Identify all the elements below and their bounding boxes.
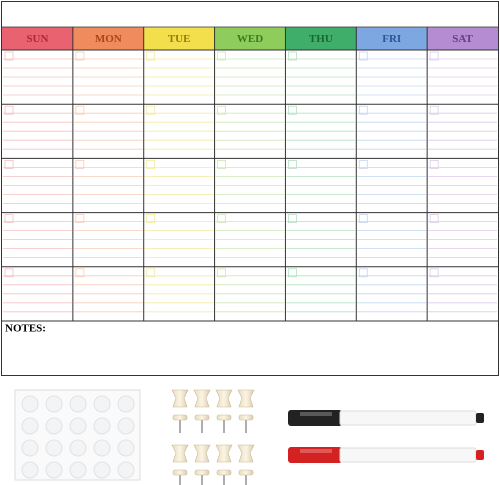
date-box bbox=[146, 214, 156, 224]
date-box bbox=[429, 159, 439, 169]
pushpin bbox=[237, 444, 255, 463]
pin-cap bbox=[238, 469, 254, 476]
date-box bbox=[4, 51, 14, 61]
date-box bbox=[4, 214, 14, 224]
date-box bbox=[217, 105, 226, 115]
day-label: MON bbox=[95, 33, 122, 45]
pushpin bbox=[171, 389, 189, 408]
date-box bbox=[288, 268, 297, 278]
sticky-dot bbox=[21, 439, 39, 457]
marker-band bbox=[300, 412, 332, 416]
pin-cap bbox=[172, 469, 188, 476]
date-box bbox=[429, 268, 439, 278]
day-label: SAT bbox=[452, 33, 473, 45]
date-box bbox=[75, 51, 85, 61]
pin-cap bbox=[238, 414, 254, 421]
sticky-dot bbox=[69, 417, 87, 435]
date-box bbox=[4, 268, 14, 278]
sticky-dot bbox=[117, 461, 135, 479]
date-box bbox=[288, 214, 297, 224]
date-box bbox=[146, 51, 156, 61]
sticky-dot bbox=[93, 439, 111, 457]
day-label: WED bbox=[237, 33, 263, 45]
sticky-dot bbox=[93, 417, 111, 435]
date-box bbox=[288, 159, 297, 169]
sticky-dot bbox=[45, 417, 63, 435]
date-box bbox=[146, 268, 156, 278]
day-header bbox=[2, 27, 73, 50]
date-box bbox=[217, 214, 226, 224]
date-box bbox=[75, 105, 85, 115]
pushpin bbox=[193, 389, 211, 408]
marker-end bbox=[476, 450, 484, 460]
date-box bbox=[288, 105, 297, 115]
day-header bbox=[356, 27, 428, 50]
marker-body bbox=[339, 447, 477, 463]
day-label: SUN bbox=[26, 33, 48, 45]
day-header bbox=[427, 27, 498, 50]
date-box bbox=[146, 159, 156, 169]
sticky-dot bbox=[21, 395, 39, 413]
date-box bbox=[358, 51, 368, 61]
marker-cap bbox=[288, 410, 342, 426]
marker-band bbox=[300, 449, 332, 453]
pushpin bbox=[215, 444, 233, 463]
date-box bbox=[146, 105, 156, 115]
marker-end bbox=[476, 413, 484, 423]
day-label: TUE bbox=[168, 33, 191, 45]
date-box bbox=[358, 159, 368, 169]
day-header bbox=[214, 27, 286, 50]
sticky-dot bbox=[93, 395, 111, 413]
notes-label: NOTES: bbox=[5, 323, 46, 335]
sticky-dot bbox=[117, 417, 135, 435]
date-box bbox=[75, 214, 85, 224]
sticky-dot bbox=[45, 439, 63, 457]
day-header bbox=[143, 27, 215, 50]
pin-cap bbox=[172, 414, 188, 421]
date-box bbox=[75, 159, 85, 169]
day-label: THU bbox=[309, 33, 333, 45]
sticky-dot bbox=[69, 439, 87, 457]
date-box bbox=[4, 159, 14, 169]
date-box bbox=[217, 268, 226, 278]
sticky-dot bbox=[93, 461, 111, 479]
date-box bbox=[429, 51, 439, 61]
sticky-dot bbox=[45, 461, 63, 479]
sticky-dot bbox=[21, 461, 39, 479]
date-box bbox=[358, 105, 368, 115]
sticky-dot bbox=[69, 461, 87, 479]
date-box bbox=[358, 268, 368, 278]
date-box bbox=[288, 51, 297, 61]
date-box bbox=[429, 214, 439, 224]
day-header bbox=[72, 27, 144, 50]
pin-cap bbox=[194, 414, 210, 421]
pushpin bbox=[193, 444, 211, 463]
sticky-dot bbox=[117, 439, 135, 457]
date-box bbox=[217, 159, 226, 169]
date-box bbox=[75, 268, 85, 278]
board bbox=[1, 1, 499, 376]
marker-body bbox=[339, 410, 477, 426]
date-box bbox=[217, 51, 226, 61]
sticky-dot bbox=[45, 395, 63, 413]
day-header bbox=[285, 27, 357, 50]
pin-cap bbox=[216, 414, 232, 421]
pushpin bbox=[171, 444, 189, 463]
date-box bbox=[358, 214, 368, 224]
marker-cap bbox=[288, 447, 342, 463]
pin-cap bbox=[194, 469, 210, 476]
day-label: FRI bbox=[382, 33, 401, 45]
date-box bbox=[429, 105, 439, 115]
sticky-dot bbox=[69, 395, 87, 413]
sticky-dot bbox=[117, 395, 135, 413]
pushpin bbox=[237, 389, 255, 408]
date-box bbox=[4, 105, 14, 115]
pin-cap bbox=[216, 469, 232, 476]
sticky-dot bbox=[21, 417, 39, 435]
pushpin bbox=[215, 389, 233, 408]
